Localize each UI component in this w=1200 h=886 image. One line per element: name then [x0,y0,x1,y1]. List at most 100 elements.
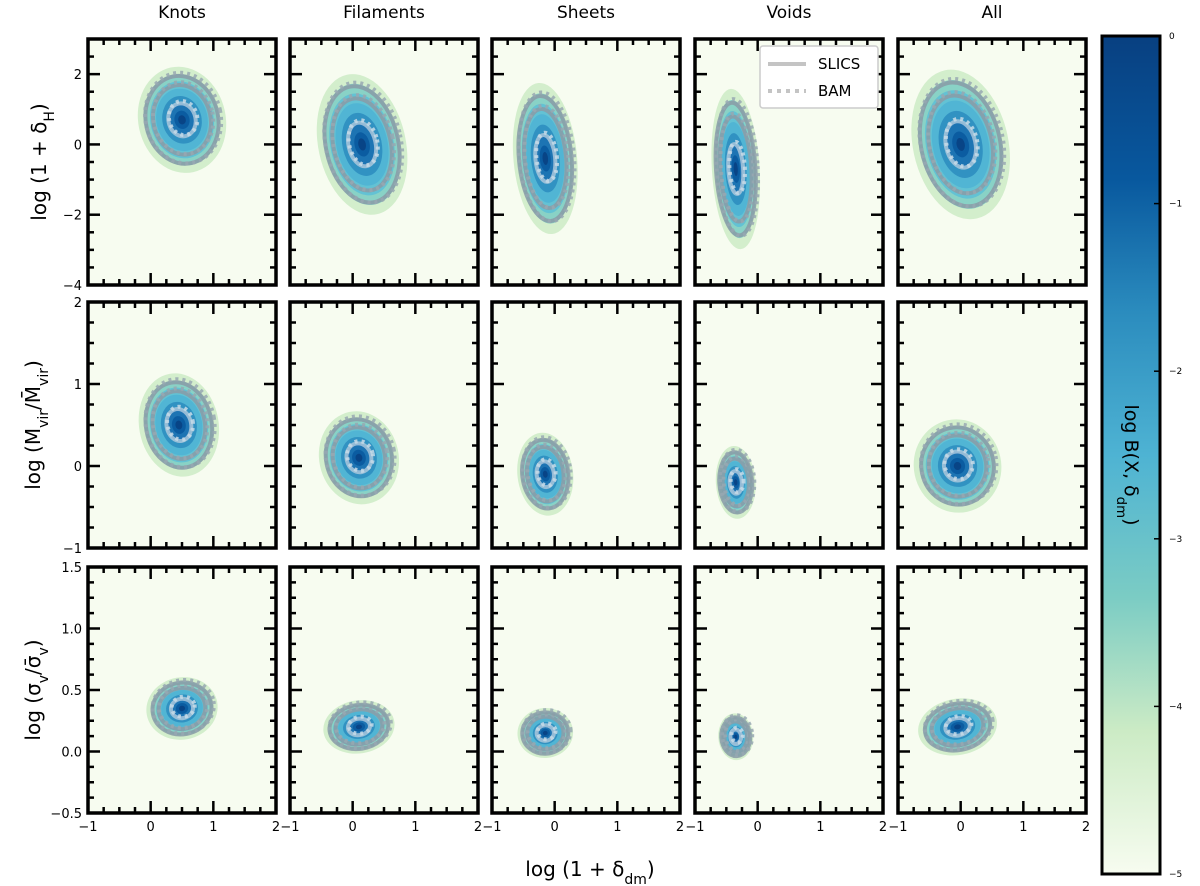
x-tick-label: 1 [209,820,217,835]
y-label-main: log (M [21,428,45,490]
panel-filaments-row1 [288,37,480,287]
density-level [542,470,548,478]
y-tick-label: −4 [63,279,82,294]
density-level [733,162,738,176]
colorbar: 0 −1 −2 −3 −4 −5 log B(X, δdm) [1100,32,1183,880]
ticks [896,565,1088,815]
contours [713,97,761,238]
ticks [490,565,682,815]
contours [143,377,217,470]
contour-bam [150,386,210,461]
y-label-tail: ) [21,639,45,647]
y-tick-label: 0 [74,460,82,475]
density-level [956,137,965,151]
ticks [86,300,278,550]
y-tick-label: 1.0 [61,623,82,638]
density-level [178,705,186,712]
density-level [178,115,186,125]
x-label-tail: ) [647,857,655,881]
contour-bam [323,414,397,498]
density-level [954,724,961,730]
y-tick-label: −1 [63,542,82,557]
density-level [953,461,962,471]
contour-bam [322,80,405,205]
x-label-sub: dm [624,872,647,886]
colorbar-tick-label: −5 [1169,870,1182,880]
y-tick-label: 2 [74,68,82,83]
x-tick-label: 1 [613,820,621,835]
x-tick-label: −1 [280,820,299,835]
x-tick-label: 2 [879,820,887,835]
column-title: Sheets [557,3,615,23]
contour-slics [717,450,755,515]
density-level [542,730,548,736]
contour-bam [727,139,747,196]
contours [143,70,224,166]
colorbar-tick-label: −1 [1169,200,1182,210]
panel-knots-row3: −0.5 0.0 0.5 1.0 1.5 −1 0 1 2 [50,561,280,835]
contour-slics [330,425,388,491]
contour-bam [327,700,393,751]
contour-bam [330,93,397,193]
colorbar-gradient [1102,36,1160,874]
contour-bam [714,97,761,238]
panel-background [898,567,1086,813]
panel-background [695,302,883,548]
colorbar-label: log B(X, δdm) [1114,405,1143,526]
contour-slics [922,701,993,753]
x-tick-label: −1 [888,820,907,835]
y-label-sub2: vir [36,368,52,386]
contours [516,90,577,224]
contour-bam [918,422,999,507]
x-tick-label: 0 [754,820,762,835]
contour-slics [143,73,221,166]
contour-bam [917,76,1007,209]
panel-filaments-row3: −1 0 1 2 [280,565,482,835]
contour-slics [926,93,995,196]
density-level [355,453,363,462]
ticks [490,300,682,550]
contour-bam [330,422,390,490]
contour-bam [525,442,568,503]
contour-bam [718,111,756,224]
x-axis-label-group: log (1 + δdm) [525,857,654,886]
y-label-tail: ) [21,360,45,368]
colorbar-label-main: log B(X, δ [1120,405,1142,497]
contour-bam [944,714,974,737]
colorbar-frame [1100,34,1162,876]
colorbar-tick-label: −4 [1169,702,1183,712]
x-tick-label: 0 [349,820,357,835]
ticks [896,37,1088,287]
contour-slics [717,114,754,224]
x-tick-label: 2 [272,820,280,835]
panel-sheets-row1 [490,37,682,287]
y-axis-label: log (σv/σ̄v) [21,639,52,740]
contour-bam [929,703,988,747]
contours [922,698,995,753]
contour-bam [345,439,376,473]
ticks [86,565,278,815]
contour-bam [525,712,568,751]
x-tick-label: 2 [474,820,482,835]
contour-bam [926,430,991,498]
x-tick-label: −1 [685,820,704,835]
contour-bam [333,705,387,746]
ticks [288,565,480,815]
y-tick-label: 0.5 [61,684,82,699]
y-label-sub: H [42,111,58,122]
y-tick-label: 1.5 [61,561,82,576]
contour-bam [535,457,558,488]
contour-bam [520,435,573,510]
x-tick-label: 2 [676,820,684,835]
contour-slics [943,119,978,170]
y-axis-label: log (1 + δH) [27,103,58,220]
contours [918,422,999,507]
colorbar-label-tail: ) [1120,518,1142,525]
contour-bam [156,683,210,730]
contour-bam [729,725,745,745]
x-tick-label: 0 [147,820,155,835]
y-tick-label: 0.0 [61,746,82,761]
contour-bam [169,694,197,719]
ticks [693,565,885,815]
